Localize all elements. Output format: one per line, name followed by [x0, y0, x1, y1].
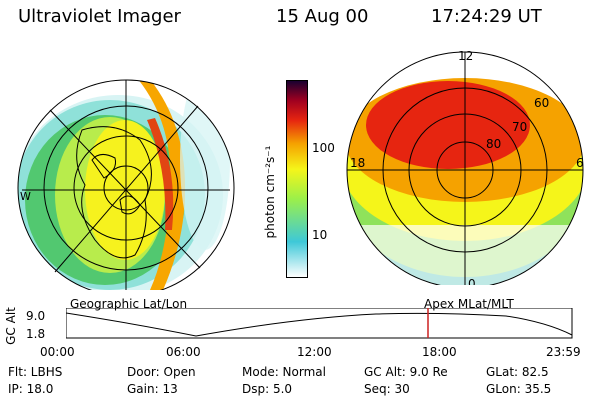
observation-date: 15 Aug 00	[276, 6, 369, 27]
info-gain: Gain: 13	[127, 382, 178, 396]
info-door: Door: Open	[127, 365, 196, 379]
altitude-xtick-1200: 12:00	[297, 345, 332, 359]
mlat-80-label: 80	[486, 137, 501, 151]
colorbar	[286, 80, 308, 278]
info-glon: GLon: 35.5	[486, 382, 552, 396]
mlt-18-label: 18	[350, 156, 365, 170]
info-gc-alt: GC Alt: 9.0 Re	[364, 365, 448, 379]
altitude-plot	[66, 308, 573, 339]
altitude-xtick-2359: 23:59	[546, 345, 581, 359]
altitude-xtick-0000: 00:00	[40, 345, 75, 359]
info-flt: Flt: LBHS	[8, 365, 63, 379]
mlt-6-label: 6	[576, 156, 584, 170]
magnetic-map: 12 18 6 0 60 70 80	[346, 49, 584, 285]
mlat-60-label: 60	[534, 96, 549, 110]
info-dsp: Dsp: 5.0	[242, 382, 293, 396]
info-glat: GLat: 82.5	[486, 365, 549, 379]
info-ip: IP: 18.0	[8, 382, 54, 396]
altitude-ytick-9: 9.0	[26, 309, 46, 323]
altitude-xtick-1800: 18:00	[422, 345, 457, 359]
mlt-0-label: 0	[468, 277, 476, 285]
info-mode: Mode: Normal	[242, 365, 326, 379]
geographic-map: W	[17, 79, 235, 290]
mlt-12-label: 12	[458, 49, 473, 63]
instrument-title: Ultraviolet Imager	[18, 6, 181, 27]
colorbar-tick-100: 100	[312, 141, 335, 155]
colorbar-unit-label: photon cm⁻²s⁻¹	[263, 145, 277, 239]
altitude-xtick-0600: 06:00	[166, 345, 201, 359]
mlat-70-label: 70	[512, 120, 527, 134]
altitude-ytick-1-8: 1.8	[26, 327, 46, 341]
info-seq: Seq: 30	[364, 382, 410, 396]
observation-time: 17:24:29 UT	[431, 6, 542, 27]
altitude-ylabel: GC Alt	[3, 307, 18, 345]
colorbar-tick-10: 10	[312, 228, 328, 242]
map-side-label: W	[20, 190, 31, 203]
